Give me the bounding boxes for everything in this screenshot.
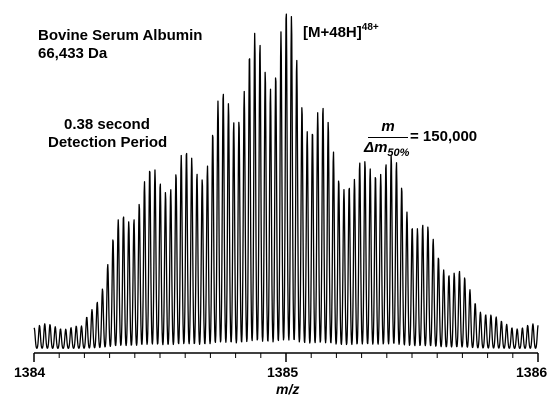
- detection-time-label: 0.38 second: [64, 116, 150, 133]
- protein-name-label: Bovine Serum Albumin: [38, 27, 203, 44]
- protein-mass-label: 66,433 Da: [38, 45, 108, 62]
- resolution-denominator-text: Δm: [364, 139, 388, 156]
- resolution-value: = 150,000: [410, 128, 478, 145]
- resolution-numerator: m: [381, 118, 395, 135]
- spectrum-line: [33, 13, 539, 350]
- x-tick-label-2: 1386: [516, 364, 548, 380]
- x-axis: [33, 352, 539, 362]
- x-axis-label: m/z: [276, 381, 300, 397]
- detection-period-label: Detection Period: [48, 134, 168, 151]
- spectrum-trace: [33, 13, 539, 350]
- ion-charge-text: 48+: [361, 22, 379, 33]
- ion-base-text: [M+48H]: [303, 24, 362, 41]
- x-tick-label-0: 1384: [14, 364, 46, 380]
- resolution-denominator-sub: 50%: [387, 147, 410, 159]
- ion-label: [M+48H]48+: [303, 22, 379, 44]
- resolution-fraction-bar: [368, 137, 408, 138]
- x-tick-label-1: 1385: [267, 364, 299, 380]
- resolution-denominator: Δm50%: [364, 139, 410, 159]
